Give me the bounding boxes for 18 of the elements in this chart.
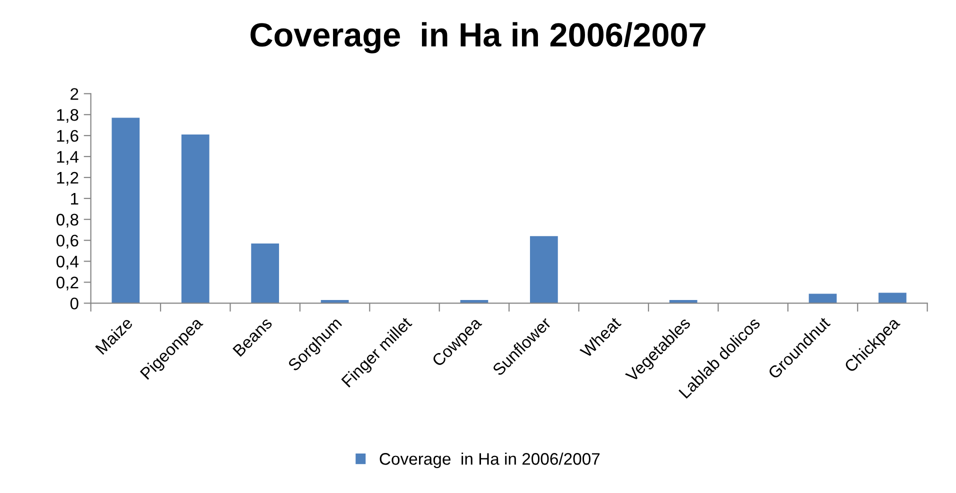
y-tick-label: 0,2: [56, 276, 78, 290]
y-tick-label: 1,6: [57, 130, 78, 144]
y-tick-label: 1,2: [57, 172, 78, 186]
y-tick-label: 1,8: [57, 109, 78, 123]
y-tick-label: 0,8: [56, 214, 78, 228]
bar: [251, 243, 280, 304]
legend-label: Coverage in Ha in 2006/2007: [380, 452, 600, 468]
y-tick-label: 0,6: [56, 234, 78, 249]
y-tick-label: 0,4: [56, 256, 79, 270]
bar: [181, 134, 210, 304]
y-tick-label: 1,4: [57, 151, 79, 165]
y-tick-label: 1: [71, 193, 78, 204]
bar: [878, 292, 906, 304]
chart-title: Coverage in Ha in 2006/2007: [250, 22, 706, 54]
y-tick-label: 0: [70, 298, 78, 310]
y-tick-label: 2: [70, 88, 78, 100]
bar: [112, 118, 140, 304]
bar: [530, 236, 558, 304]
